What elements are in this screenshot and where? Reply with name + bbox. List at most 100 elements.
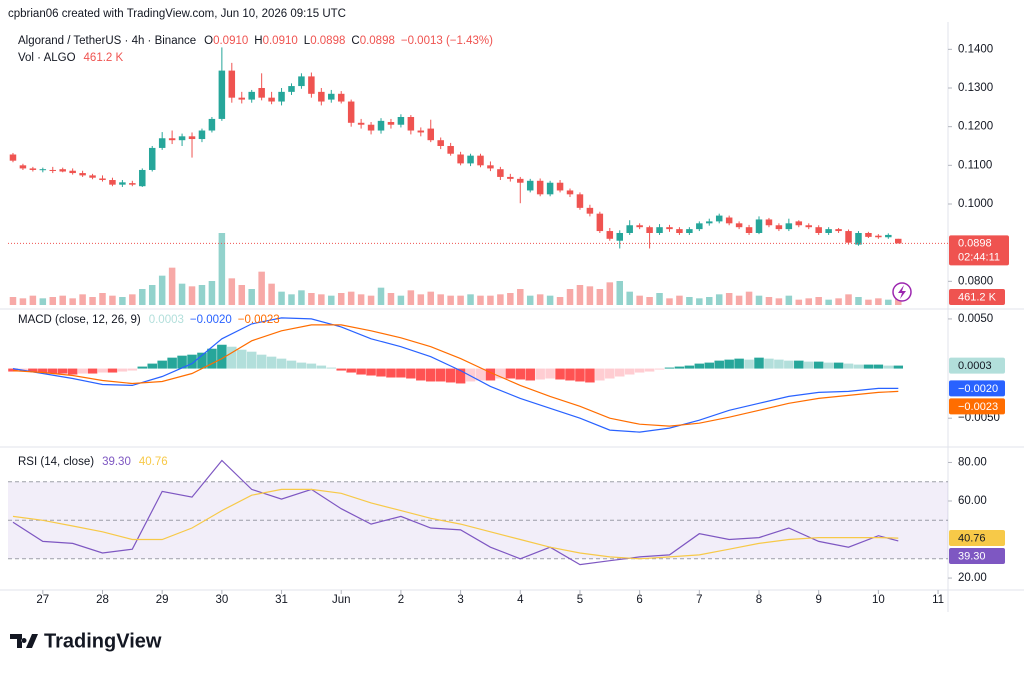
candle-body [447, 145, 454, 154]
candle-body [865, 232, 872, 237]
volume-bar [218, 233, 226, 305]
volume-bar [646, 297, 653, 305]
volume-bar [566, 289, 574, 305]
x-tick-label: 5 [577, 594, 583, 606]
volume-bar [835, 298, 842, 305]
volume-bar [556, 297, 564, 305]
candle-body [885, 234, 892, 238]
candle-body [407, 116, 415, 131]
candle-body [397, 116, 405, 125]
volume-bar [805, 298, 812, 305]
logo: TradingView [10, 630, 162, 652]
histogram-bar [197, 352, 207, 369]
volume-bar [765, 297, 773, 305]
candle-body [437, 140, 444, 146]
volume-bar [845, 294, 852, 305]
volume-bar [576, 285, 584, 305]
candle-body [745, 227, 753, 233]
volume-bar [198, 285, 206, 305]
candle-body [805, 225, 812, 228]
volume-bar [626, 291, 633, 305]
y-tick-label: 60.00 [958, 495, 987, 507]
volume-bar [606, 282, 614, 305]
histogram-bar [614, 368, 625, 377]
candle-body [258, 87, 265, 98]
histogram-bar [48, 368, 58, 374]
histogram-bar [246, 351, 257, 369]
volume-bar [686, 297, 693, 305]
histogram-bar [276, 358, 287, 369]
candle-body [9, 154, 17, 161]
volume-bar [347, 291, 355, 305]
volume-bar [596, 289, 604, 305]
y-tick-label: 0.1100 [958, 159, 992, 171]
volume-bar [855, 297, 862, 305]
volume-bar [715, 294, 723, 305]
histogram-bar [605, 368, 615, 379]
volume-bar [397, 295, 405, 305]
y-tick-label: 0.1300 [958, 82, 993, 94]
candle-body [109, 180, 116, 185]
candle-body [427, 128, 435, 141]
histogram-bar [286, 360, 297, 369]
volume-bar [507, 293, 514, 305]
candle-body [89, 175, 96, 178]
candle-body [755, 219, 763, 233]
candle-body [49, 169, 57, 171]
x-tick-label: 28 [96, 594, 109, 606]
volume-bar [616, 281, 623, 305]
histogram-bar [465, 368, 476, 382]
volume-bar [467, 294, 474, 305]
candle-body [855, 232, 862, 245]
volume-bar [268, 283, 275, 305]
histogram-bar [38, 368, 48, 373]
histogram-bar [575, 368, 585, 382]
histogram-bar [227, 346, 237, 369]
volume-bar [676, 295, 683, 305]
price-countdown: 02:44:11 [958, 251, 1000, 263]
rsi-title: RSI (14, close) 39.30 40.76 [18, 456, 168, 468]
change: −0.0013 (−1.43%) [401, 35, 493, 47]
volume-bar [775, 298, 783, 305]
candle-body [676, 229, 683, 233]
y-tick-label: 0.1400 [958, 43, 993, 55]
candle-body [626, 225, 633, 233]
candle-body [417, 130, 425, 133]
candle-body [457, 154, 464, 164]
ohlc-key: C [351, 35, 359, 47]
candle-body [636, 225, 643, 228]
histogram-bar [734, 358, 744, 369]
series-tag: −0.0020 [958, 383, 998, 395]
histogram-bar [794, 360, 804, 369]
alert-icon [898, 285, 906, 299]
candle-body [845, 231, 852, 243]
x-tick-label: 8 [756, 594, 762, 606]
volume-bar [895, 298, 902, 305]
histogram-bar [366, 368, 376, 376]
series-value: 39.30 [102, 456, 131, 468]
candle-body [546, 182, 554, 195]
histogram-bar [624, 368, 635, 375]
histogram-bar [555, 368, 565, 380]
histogram-bar [704, 362, 715, 369]
candle-body [367, 124, 375, 131]
candle-body [377, 120, 385, 131]
histogram-bar [863, 364, 874, 369]
candle-body [875, 235, 882, 238]
histogram-bar [256, 354, 267, 369]
symbol: Algorand / TetherUS · 4h · Binance [18, 35, 196, 47]
x-tick-label: Jun [332, 594, 351, 606]
candle-body [148, 147, 156, 170]
volume-bar [407, 290, 415, 305]
histogram-bar [515, 368, 526, 380]
volume-bar [178, 283, 186, 305]
candle-body [706, 221, 713, 224]
ohlc-value: 0.0910 [213, 35, 248, 47]
histogram-bar [147, 363, 157, 369]
volume-bar [278, 291, 285, 305]
series-value: 40.76 [139, 456, 168, 468]
hist-tag: 0.0003 [958, 360, 992, 372]
volume-value: 461.2 K [84, 52, 124, 64]
